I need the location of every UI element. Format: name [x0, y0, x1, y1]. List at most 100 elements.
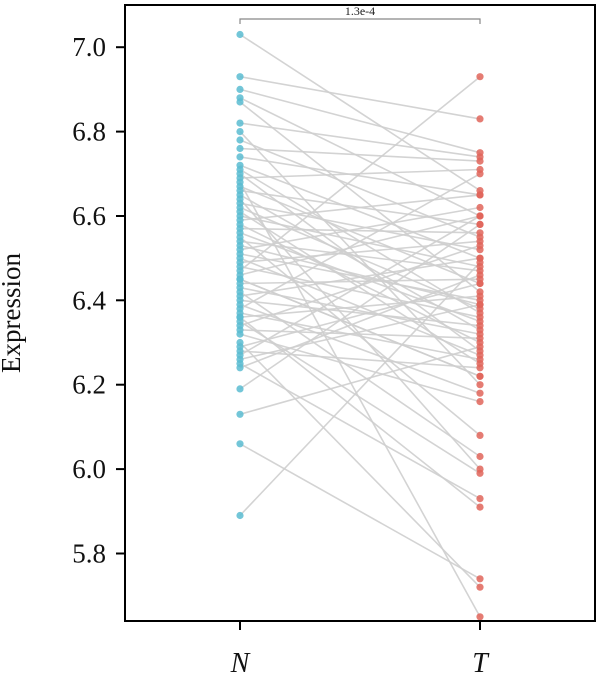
point-n-57: [236, 410, 244, 418]
point-t-44: [476, 292, 484, 300]
point-n-7: [236, 136, 244, 144]
point-n-1: [236, 73, 244, 81]
significance-bracket-line: [239, 18, 481, 24]
point-t-1: [476, 115, 484, 123]
point-t-47: [476, 334, 484, 342]
pair-line-27: [239, 240, 481, 272]
pair-line-36: [239, 278, 481, 285]
pair-line-2: [239, 88, 481, 154]
point-t-43: [476, 355, 484, 363]
point-t-57: [476, 343, 484, 351]
pair-line-45: [239, 320, 481, 474]
y-tick-label-2: 6.2: [72, 370, 106, 400]
pair-line-40: [239, 299, 481, 327]
point-n-58: [236, 440, 244, 448]
y-tick-label-3: 6.4: [72, 285, 106, 315]
point-n-5: [236, 119, 244, 127]
pair-line-23: [239, 223, 481, 344]
pair-line-61: [239, 244, 481, 306]
point-n-59: [236, 511, 244, 520]
point-t-52: [476, 212, 484, 220]
point-t-24: [476, 229, 484, 237]
pair-line-58: [239, 443, 481, 580]
point-t-32: [476, 313, 484, 321]
y-tick-label-5: 6.8: [72, 117, 106, 147]
y-tick-label-4: 6.6: [72, 201, 106, 231]
x-tick-label-t: T: [472, 648, 490, 679]
point-t-50: [476, 279, 484, 288]
point-t-58: [476, 575, 484, 583]
pair-line-62: [239, 278, 481, 378]
pair-line-32: [239, 265, 481, 318]
pair-line-57: [239, 346, 481, 416]
point-t-40: [476, 322, 484, 330]
point-t-54: [476, 495, 484, 503]
point-n-6: [236, 128, 244, 136]
pair-line-56: [239, 223, 481, 390]
pair-line-9: [239, 156, 481, 196]
pair-line-39: [239, 257, 481, 297]
significance-bracket: 1.3e-4: [239, 4, 481, 24]
x-tick-label-n: N: [230, 648, 251, 679]
point-t-51: [476, 364, 484, 372]
point-n-62: [236, 275, 244, 283]
pair-line-0: [239, 33, 481, 192]
point-t-42: [476, 170, 484, 178]
point-t-22: [476, 191, 484, 199]
point-n-63: [236, 313, 244, 321]
plot-frame: [124, 4, 596, 622]
pair-line-42: [239, 173, 481, 310]
point-n-0: [236, 30, 244, 39]
point-t-45: [476, 469, 484, 477]
point-t-46: [476, 241, 484, 250]
pair-line-63: [239, 316, 481, 508]
point-n-8: [236, 144, 244, 153]
pair-line-5: [239, 122, 481, 158]
significance-label: 1.3e-4: [345, 4, 375, 18]
point-n-56: [236, 385, 244, 393]
point-n-9: [236, 153, 244, 161]
point-n-60: [236, 178, 244, 186]
point-t-28: [476, 203, 484, 212]
point-n-61: [236, 241, 244, 250]
pair-line-28: [239, 206, 481, 251]
point-t-26: [476, 431, 484, 439]
pair-line-55: [239, 274, 481, 369]
point-t-59: [476, 258, 484, 266]
point-t-48: [476, 398, 484, 406]
data-points: [236, 30, 484, 621]
pair-line-60: [239, 181, 481, 618]
y-tick-label-6: 7.0: [72, 32, 106, 62]
point-t-38: [476, 452, 484, 461]
point-n-2: [236, 85, 244, 93]
y-axis-label: Expression: [0, 253, 26, 373]
point-t-63: [476, 503, 484, 511]
pair-line-22: [239, 194, 481, 221]
pair-line-1: [239, 75, 481, 120]
point-t-61: [476, 301, 484, 309]
point-n-48: [236, 330, 244, 338]
y-axis: 5.8 6.0 6.2 6.4 6.6 6.8 7.0: [72, 32, 125, 569]
point-t-8: [476, 157, 484, 165]
pair-line-7: [239, 139, 481, 238]
pair-line-49: [239, 341, 481, 588]
y-tick-label-0: 5.8: [72, 539, 106, 569]
pair-line-34: [239, 215, 481, 276]
pair-line-18: [239, 202, 481, 251]
y-tick-label-1: 6.0: [72, 454, 106, 484]
point-t-6: [476, 381, 484, 389]
pair-line-14: [239, 185, 481, 285]
pair-line-52: [239, 215, 481, 356]
pair-lines: [239, 33, 481, 618]
point-t-56: [476, 220, 484, 228]
point-t-55: [476, 271, 484, 279]
point-n-55: [236, 364, 244, 372]
point-n-4: [236, 98, 244, 106]
pair-line-41: [239, 303, 481, 394]
pair-line-24: [239, 227, 481, 234]
pair-line-8: [239, 147, 481, 162]
pair-line-53: [239, 303, 481, 361]
point-t-60: [476, 613, 484, 621]
